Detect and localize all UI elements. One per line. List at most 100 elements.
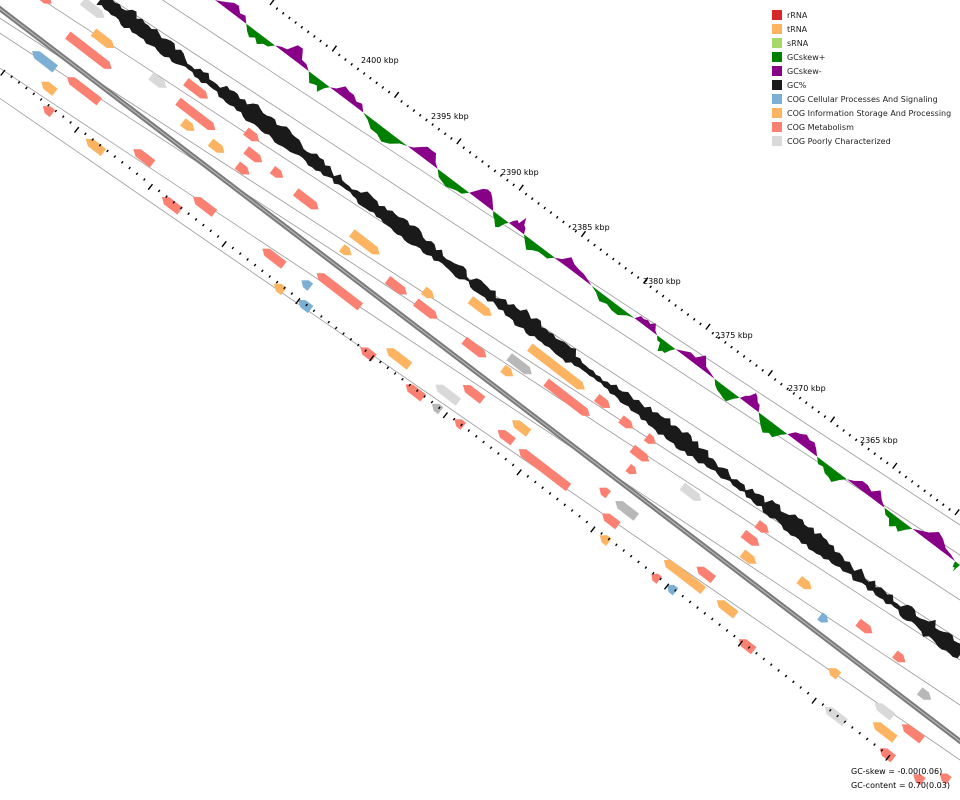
cog-metabolism-feature — [740, 529, 760, 546]
minor-tick — [511, 463, 515, 467]
minor-tick — [489, 446, 493, 450]
minor-tick — [563, 503, 567, 507]
minor-tick — [948, 507, 951, 511]
minor-tick — [692, 317, 696, 321]
minor-tick — [533, 480, 537, 484]
minor-tick — [574, 229, 578, 233]
cog-metabolism-feature — [651, 573, 662, 584]
minor-tick — [460, 423, 463, 427]
tick-label: 2390 kbp — [501, 168, 539, 177]
cog-metabolism-feature — [175, 97, 216, 131]
minor-tick — [337, 53, 341, 57]
minor-tick — [327, 320, 331, 324]
minor-tick — [504, 457, 508, 461]
minor-tick — [629, 554, 633, 558]
minor-tick — [798, 396, 802, 400]
legend-item-cog-metabolism: COG Metabolism — [772, 120, 951, 134]
legend-label: COG Poorly Characterized — [787, 136, 891, 146]
major-tick — [580, 230, 587, 238]
tick-label: 2395 kbp — [431, 112, 469, 121]
minor-tick — [655, 289, 659, 293]
minor-tick — [710, 617, 714, 621]
minor-tick — [216, 235, 220, 238]
minor-tick — [885, 461, 889, 465]
minor-tick — [231, 246, 235, 250]
minor-tick — [786, 387, 789, 391]
minor-tick — [821, 703, 825, 707]
minor-tick — [305, 303, 308, 307]
minor-tick — [128, 166, 131, 170]
cog-information-feature — [90, 28, 115, 48]
legend-label: sRNA — [787, 38, 809, 48]
minor-tick — [636, 276, 640, 279]
cog-information-feature — [85, 138, 107, 157]
minor-tick — [17, 80, 21, 84]
minor-tick — [423, 394, 426, 398]
gc-skew-negative — [846, 479, 885, 508]
minor-tick — [578, 514, 581, 518]
minor-tick — [246, 257, 249, 261]
minor-tick — [600, 531, 603, 535]
minor-tick — [493, 169, 497, 173]
minor-tick — [568, 225, 571, 228]
minor-tick — [530, 197, 534, 201]
legend-item-cog-poorly: COG Poorly Characterized — [772, 134, 951, 148]
minor-tick — [755, 651, 758, 655]
cog-metabolism-feature — [413, 298, 438, 319]
cog-metabolism-feature — [161, 197, 183, 215]
track-lines — [0, 0, 960, 761]
legend-swatch — [772, 24, 782, 34]
gc-skew-positive — [884, 507, 913, 532]
cog-metabolism-feature — [292, 188, 319, 210]
legend-item-trna: tRNA — [772, 22, 951, 36]
cog-metabolism-feature — [738, 639, 757, 655]
minor-tick — [487, 164, 490, 168]
gc-track-line — [111, 0, 960, 556]
minor-tick — [823, 415, 827, 419]
major-tick — [331, 45, 338, 52]
minor-tick — [283, 286, 286, 290]
minor-tick — [659, 577, 662, 581]
minor-tick — [379, 360, 382, 364]
minor-tick — [769, 663, 773, 667]
cog-metabolism-feature — [618, 415, 634, 429]
minor-tick — [806, 691, 810, 695]
minor-tick — [817, 410, 821, 414]
major-tick — [147, 183, 154, 191]
cog-metabolism-feature — [65, 31, 112, 69]
minor-tick — [548, 491, 552, 495]
cog-information-feature — [180, 118, 195, 131]
cog-poorly-feature — [874, 703, 896, 721]
gc-skew-positive — [308, 71, 330, 92]
minor-tick — [506, 178, 509, 182]
minor-tick — [777, 668, 780, 672]
minor-tick — [879, 456, 883, 460]
minor-tick — [69, 120, 72, 124]
minor-tick — [362, 72, 366, 75]
minor-tick — [165, 195, 168, 199]
minor-tick — [873, 743, 876, 747]
major-tick — [737, 640, 744, 647]
gc-skew-positive — [657, 335, 676, 353]
major-tick — [442, 412, 449, 419]
minor-tick — [342, 332, 345, 336]
cog-information-feature — [527, 343, 585, 390]
minor-tick — [792, 680, 795, 684]
minor-tick — [725, 628, 729, 632]
major-tick — [221, 240, 227, 248]
minor-tick — [300, 25, 304, 29]
minor-tick — [854, 438, 858, 442]
cog-information-feature — [663, 560, 707, 594]
gc-skew-negative — [407, 146, 438, 169]
minor-tick — [773, 378, 777, 381]
gc-skew-positive — [758, 412, 788, 438]
cog-metabolism-feature — [360, 347, 377, 362]
major-tick — [393, 91, 400, 99]
minor-tick — [599, 248, 603, 252]
cog-metabolism-feature — [599, 487, 611, 499]
legend-item-gc-percent: GC% — [772, 78, 951, 92]
minor-tick — [450, 136, 453, 140]
minor-tick — [630, 271, 634, 275]
minor-tick — [541, 486, 544, 490]
major-tick — [885, 754, 891, 761]
